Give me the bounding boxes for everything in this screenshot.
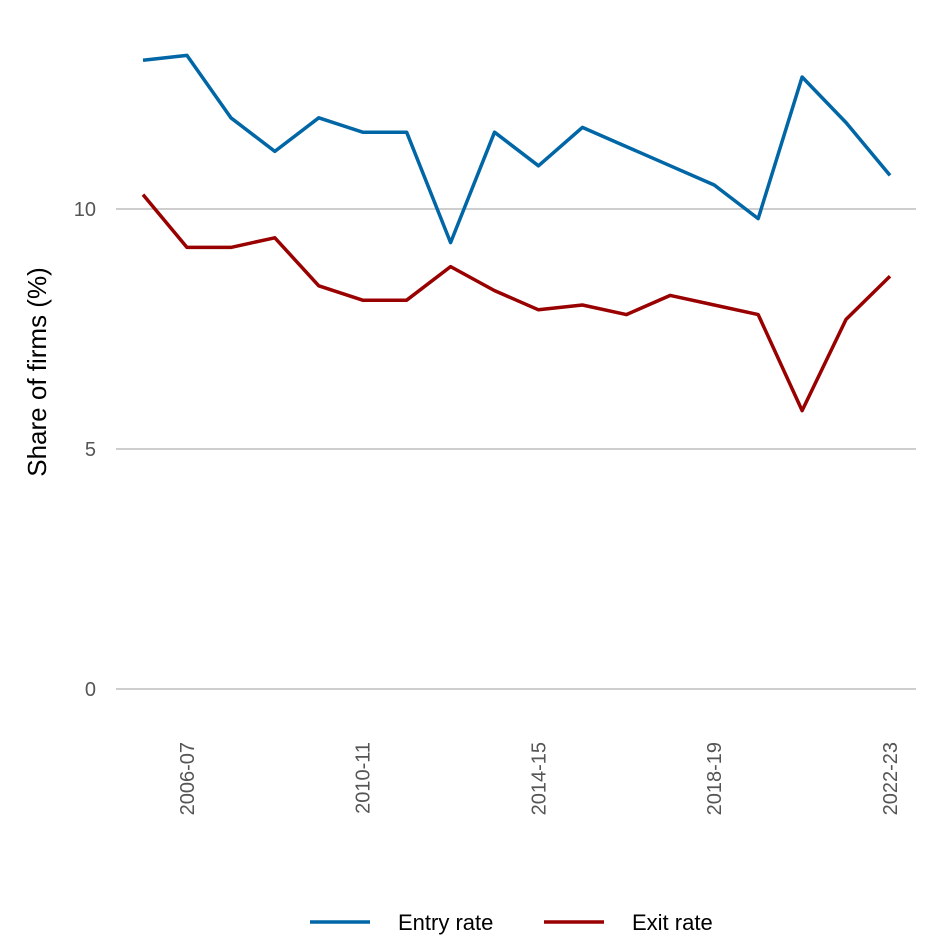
series-line-exit-rate xyxy=(141,193,892,413)
gridlines xyxy=(116,208,916,690)
x-tick-label: 2010-11 xyxy=(353,742,375,814)
x-tick-label: 2014-15 xyxy=(528,742,550,815)
x-tick-label: 2006-07 xyxy=(177,742,199,815)
y-tick-label: 10 xyxy=(74,199,96,221)
legend-item: Exit rate xyxy=(544,910,713,935)
series-lines xyxy=(141,53,892,413)
x-tick-label: 2018-19 xyxy=(704,742,726,815)
y-tick-label: 5 xyxy=(85,439,96,461)
x-tick-label: 2022-23 xyxy=(880,742,902,815)
legend-label: Entry rate xyxy=(398,910,493,935)
series-line-entry-rate xyxy=(142,53,892,245)
y-axis-ticks: 0 5 10 xyxy=(74,199,96,701)
legend: Entry rate Exit rate xyxy=(310,910,713,935)
y-axis-label: Share of firms (%) xyxy=(22,267,52,477)
y-tick-label: 0 xyxy=(85,679,96,701)
legend-item: Entry rate xyxy=(310,910,493,935)
x-axis-ticks: 2006-07 2010-11 2014-15 2018-19 2022-23 xyxy=(177,742,902,815)
legend-label: Exit rate xyxy=(632,910,713,935)
